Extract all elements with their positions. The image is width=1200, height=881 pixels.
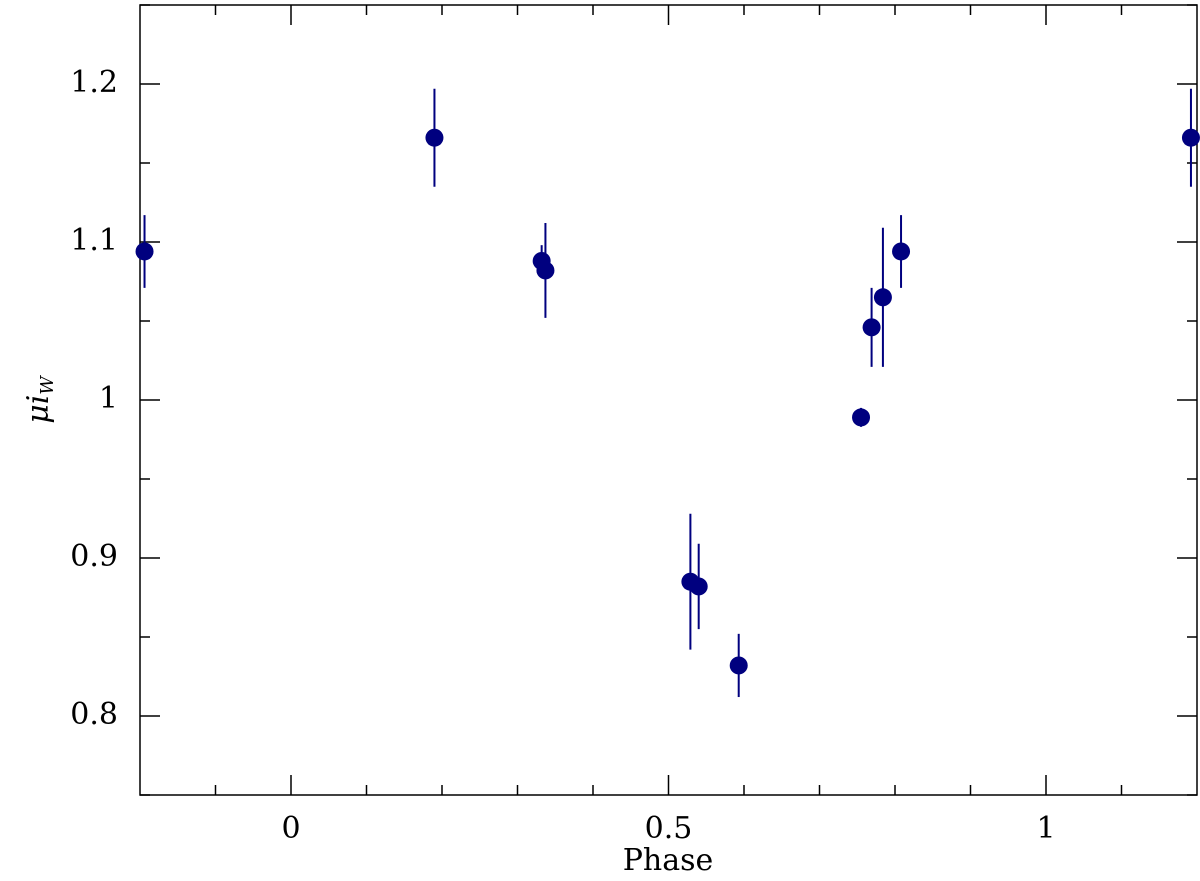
y-tick-label: 1.1 [70,223,118,258]
x-tick-label: 1 [1036,811,1055,846]
y-tick-label: 1.2 [70,65,118,100]
point [135,242,154,261]
point [862,318,881,337]
y-tick-label: 1 [99,381,118,416]
x-tick-label: 0 [281,811,300,846]
y-tick-label: 0.9 [70,539,118,574]
point [425,128,444,147]
x-tick-label: 0.5 [645,811,693,846]
y-tick-label: 0.8 [70,697,118,732]
y-axis-label: μiW [21,375,58,424]
point [1181,128,1200,147]
point [873,288,892,307]
x-axis-label: Phase [623,843,714,877]
y-axis-label-sub: W [37,375,58,395]
y-axis-label-main: μi [21,395,56,424]
point [852,408,871,427]
plot-frame [139,4,1198,796]
point [536,261,555,280]
point [729,656,748,675]
point [689,577,708,596]
point [892,242,911,261]
